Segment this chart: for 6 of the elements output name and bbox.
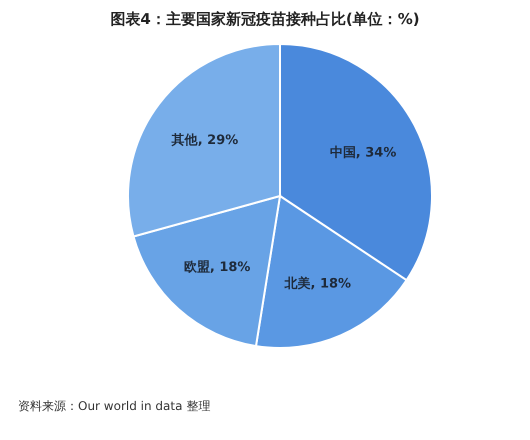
slice-label: 欧盟, 18% [184, 260, 250, 276]
chart-title: 图表4：主要国家新冠疫苗接种占比(单位：%) [110, 10, 420, 28]
slice-label: 北美, 18% [283, 275, 352, 292]
slice-label: 其他, 29% [170, 132, 238, 148]
slice-label: 中国, 34% [330, 145, 396, 160]
text: 资料来源：Our world in data 整理 [18, 399, 210, 413]
